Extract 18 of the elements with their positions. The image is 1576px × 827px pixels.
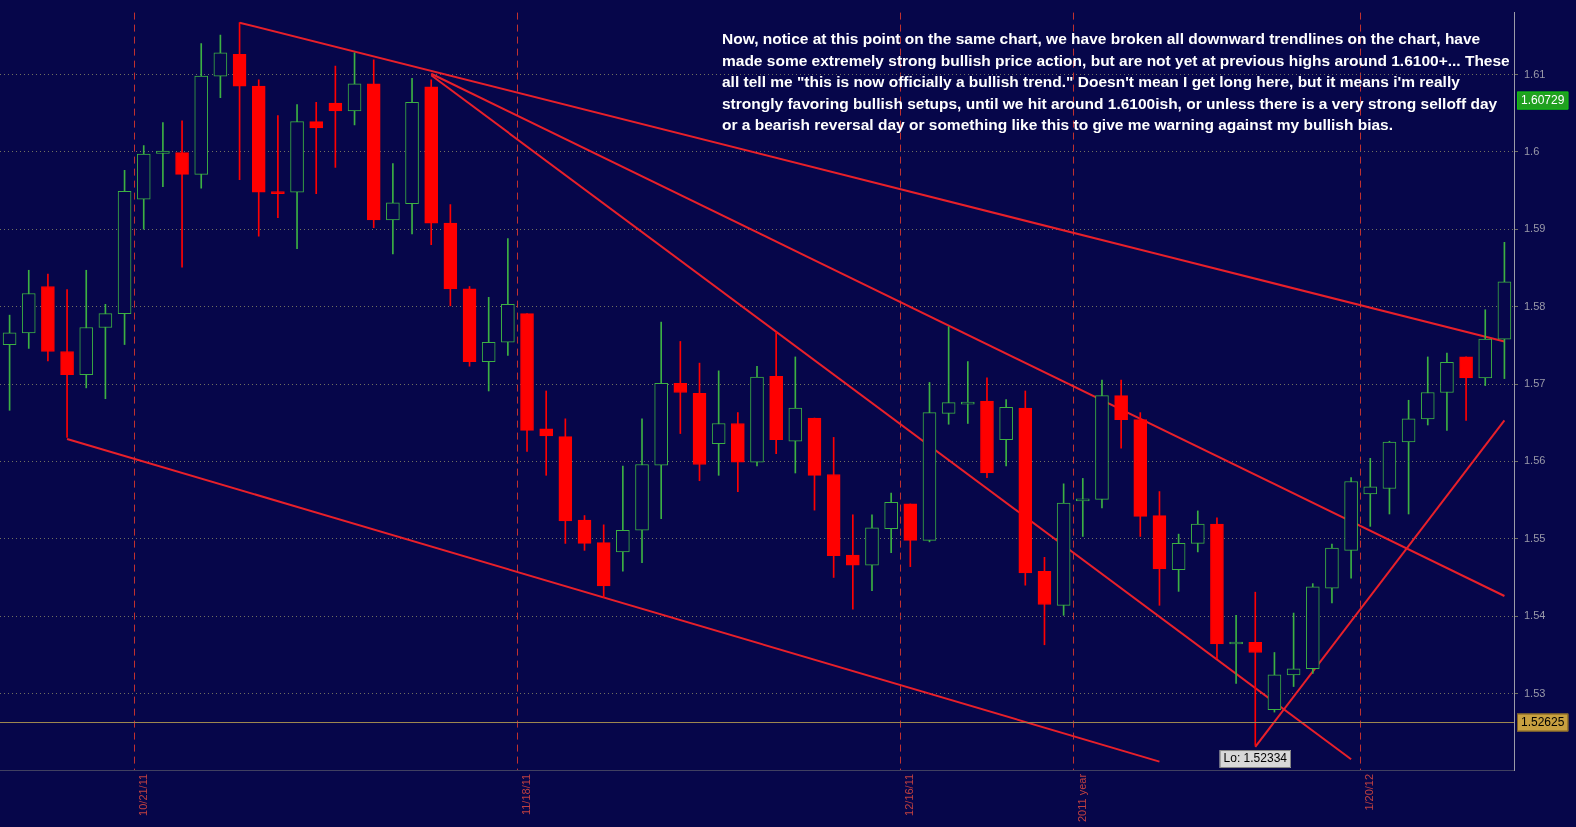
y-tick-label: 1.57 <box>1524 377 1546 390</box>
text: 1.60729 <box>1521 92 1565 107</box>
y-tick-label: 1.53 <box>1524 686 1546 699</box>
x-tick-label: 10/21/11 <box>136 773 149 816</box>
y-tick-label: 1.55 <box>1524 531 1546 544</box>
x-tick-label: 1/20/12 <box>1363 773 1376 811</box>
annotation: Lo: 1.52334 <box>1223 751 1288 766</box>
y-tick-label: 1.56 <box>1524 454 1546 467</box>
y-tick-label: 1.61 <box>1524 67 1546 80</box>
y-tick-label: 1.54 <box>1524 609 1546 622</box>
y-tick-label: 1.6 <box>1524 144 1540 157</box>
y-tick-label: 1.59 <box>1524 222 1546 235</box>
x-tick-label: 11/18/11 <box>520 773 533 816</box>
x-tick-label: 12/16/11 <box>903 773 916 816</box>
annotation: Now, notice at this point on the same chart, we have broken all downward trendlines on the chart, have made some extremely strong bullish price action, but are not yet at previous highs around 1.6100+... These all tell me "this is now officially a bullish trend." Doesn't mean I get long here, but it means i'm really strongly favoring bullish setups, until we hit around 1.6100ish, or unless there is a very strong selloff day or a bearish reversal day or something like this to give me warning against my bullish bias. <box>722 29 1511 135</box>
x-tick-label: 2011 year <box>1075 773 1088 822</box>
ref-line-label: 1.52625 <box>1521 714 1565 729</box>
y-tick-label: 1.58 <box>1524 299 1546 312</box>
